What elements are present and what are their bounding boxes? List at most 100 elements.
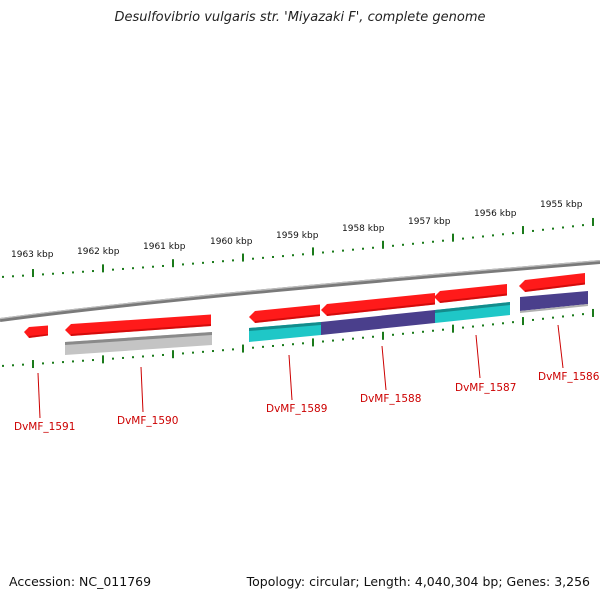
- genome-title: Desulfovibrio vulgaris str. 'Miyazaki F'…: [114, 10, 486, 25]
- scale-dot: [52, 272, 54, 275]
- gene-arrow-dvmf-1586[interactable]: [519, 273, 585, 292]
- scale-dot: [292, 343, 294, 346]
- accession-text: Accession: NC_011769: [9, 574, 152, 589]
- upper-kbp-scale: [2, 217, 594, 278]
- scale-dot: [62, 361, 64, 364]
- scale-dot: [262, 345, 264, 348]
- scale-dot: [262, 256, 264, 259]
- feature-bar-dvmf-1589-top: [249, 322, 321, 331]
- scale-dot: [562, 315, 564, 318]
- gene-arrow-shade: [440, 293, 507, 303]
- feature-bar-dvmf-1590[interactable]: [65, 332, 212, 355]
- gene-arrow-dvmf-1589[interactable]: [249, 304, 320, 324]
- scale-dot: [432, 329, 434, 332]
- gene-arrow-shade: [29, 334, 48, 338]
- scale-dot: [332, 250, 334, 253]
- scale-dot: [582, 224, 584, 227]
- gene-track: [24, 273, 585, 338]
- scale-dot: [562, 226, 564, 229]
- gene-label-dvmf-1587[interactable]: DvMF_1587: [455, 382, 516, 394]
- gene-label-dvmf-1586[interactable]: DvMF_1586: [538, 371, 600, 383]
- scale-major-tick: [592, 217, 594, 226]
- kbp-label: 1956 kbp: [474, 209, 517, 219]
- scale-dot: [142, 266, 144, 269]
- scale-dot: [352, 337, 354, 340]
- leader-dvmf-1589: [288, 354, 293, 401]
- label-leaders: [37, 324, 564, 419]
- feature-bar-dvmf-1587[interactable]: [435, 302, 510, 323]
- genome-backbone-highlight: [0, 260, 600, 320]
- scale-dot: [152, 265, 154, 268]
- scale-dot: [222, 349, 224, 352]
- scale-dot: [442, 328, 444, 331]
- leader-dvmf-1590: [140, 366, 144, 413]
- scale-dot: [422, 330, 424, 333]
- scale-dot: [322, 340, 324, 343]
- scale-dot: [282, 255, 284, 258]
- scale-dot: [342, 249, 344, 252]
- scale-major-tick: [452, 324, 454, 333]
- scale-dot: [212, 261, 214, 264]
- kbp-label: 1961 kbp: [143, 242, 186, 252]
- leader-dvmf-1586: [557, 324, 564, 369]
- scale-dot: [552, 316, 554, 319]
- scale-dot: [82, 270, 84, 273]
- scale-major-tick: [172, 350, 174, 359]
- scale-dot: [532, 318, 534, 321]
- gene-label-dvmf-1590[interactable]: DvMF_1590: [117, 415, 178, 427]
- genome-summary-text: Topology: circular; Length: 4,040,304 bp…: [246, 574, 590, 589]
- scale-dot: [222, 260, 224, 263]
- scale-major-tick: [102, 264, 104, 273]
- gene-label-dvmf-1588[interactable]: DvMF_1588: [360, 393, 421, 405]
- scale-dot: [542, 317, 544, 320]
- scale-dot: [142, 355, 144, 358]
- feature-track: [65, 291, 588, 355]
- scale-dot: [532, 229, 534, 232]
- scale-dot: [152, 354, 154, 357]
- scale-major-tick: [312, 338, 314, 347]
- scale-dot: [302, 253, 304, 256]
- scale-dot: [162, 264, 164, 267]
- scale-dot: [52, 361, 54, 364]
- leader-dvmf-1591: [37, 372, 41, 419]
- scale-dot: [72, 271, 74, 274]
- kbp-label: 1958 kbp: [342, 224, 385, 234]
- kbp-label: 1959 kbp: [276, 231, 319, 241]
- scale-dot: [22, 363, 24, 366]
- scale-dot: [502, 233, 504, 236]
- scale-dot: [162, 353, 164, 356]
- kbp-label: 1962 kbp: [77, 247, 120, 257]
- scale-dot: [112, 357, 114, 360]
- scale-dot: [282, 344, 284, 347]
- feature-bar-dvmf-1590-top: [65, 332, 212, 345]
- feature-bar-dvmf-1586[interactable]: [520, 291, 588, 311]
- scale-dot: [2, 275, 4, 278]
- scale-dot: [272, 255, 274, 258]
- kbp-label: 1960 kbp: [210, 237, 253, 247]
- genome-backbone: [0, 260, 600, 322]
- leader-dvmf-1587: [475, 334, 481, 379]
- gene-arrow-dvmf-1588[interactable]: [321, 293, 435, 316]
- scale-dot: [412, 242, 414, 245]
- scale-dot: [252, 257, 254, 260]
- scale-dot: [472, 236, 474, 239]
- scale-dot: [182, 352, 184, 355]
- scale-dot: [232, 259, 234, 262]
- scale-dot: [252, 346, 254, 349]
- scale-dot: [2, 364, 4, 367]
- leader-dvmf-1588: [381, 345, 387, 391]
- scale-dot: [442, 239, 444, 242]
- gene-arrow-dvmf-1590[interactable]: [65, 314, 211, 337]
- gene-label-dvmf-1589[interactable]: DvMF_1589: [266, 403, 327, 415]
- scale-dot: [82, 359, 84, 362]
- scale-dot: [72, 360, 74, 363]
- scale-major-tick: [32, 269, 34, 278]
- gene-label-dvmf-1591[interactable]: DvMF_1591: [14, 421, 75, 433]
- gene-arrow-dvmf-1587[interactable]: [434, 284, 507, 303]
- feature-bar-dvmf-1588[interactable]: [321, 310, 435, 335]
- scale-major-tick: [312, 247, 314, 256]
- scale-major-tick: [32, 360, 34, 369]
- scale-dot: [552, 227, 554, 230]
